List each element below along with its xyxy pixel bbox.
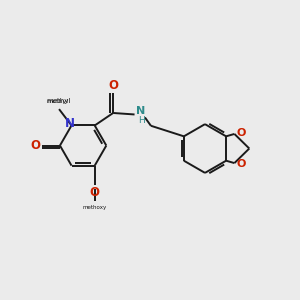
Text: methoxy: methoxy xyxy=(82,205,107,210)
Text: methyl: methyl xyxy=(46,99,69,103)
Text: N: N xyxy=(136,106,146,116)
Text: O: O xyxy=(236,159,246,169)
Text: O: O xyxy=(108,79,118,92)
Text: O: O xyxy=(90,186,100,199)
Text: O: O xyxy=(236,128,246,138)
Text: O: O xyxy=(30,139,40,152)
Text: H: H xyxy=(138,116,145,125)
Text: N: N xyxy=(65,117,75,130)
Text: methyl: methyl xyxy=(47,98,71,104)
